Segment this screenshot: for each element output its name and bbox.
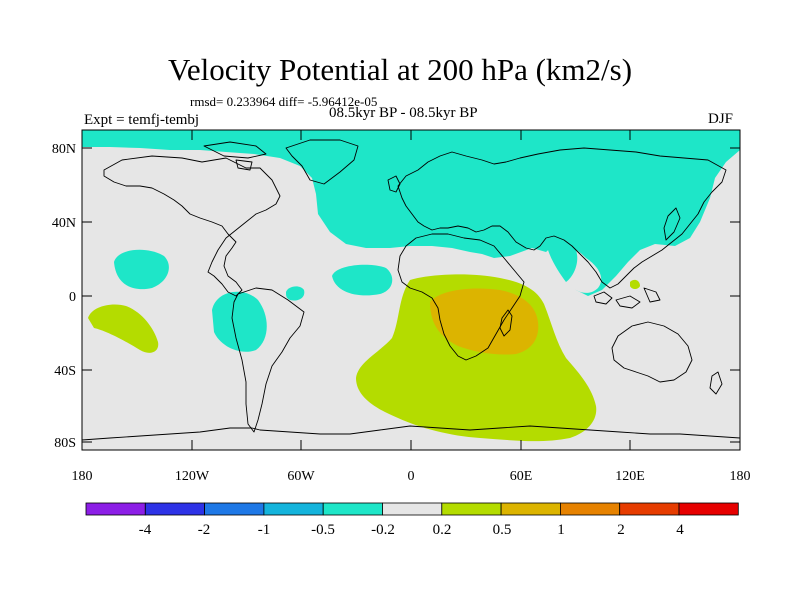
season-label: DJF: [708, 111, 734, 127]
lat-label-40n: 40N: [52, 216, 76, 231]
lon-label-120w: 120W: [175, 469, 210, 484]
contour-positive-south-pacific: [88, 304, 159, 353]
colorbar-swatch: [560, 502, 621, 516]
colorbar-swatch: [263, 502, 324, 516]
colorbar-swatch: [441, 502, 502, 516]
lon-label-180e: 180: [730, 469, 751, 484]
lat-label-0: 0: [69, 290, 76, 305]
lat-label-80n: 80N: [52, 142, 76, 157]
lon-label-180w: 180: [72, 469, 93, 484]
contour-negative-north-pacific: [114, 249, 169, 290]
experiment-label: Expt = temfj-tembj: [84, 112, 200, 128]
colorbar-label: -0.2: [371, 522, 395, 538]
colorbar: [85, 502, 739, 516]
colorbar-label: -2: [198, 522, 211, 538]
colorbar-label: 1: [557, 522, 565, 538]
colorbar-swatch: [144, 502, 206, 516]
plot-title: Velocity Potential at 200 hPa (km2/s): [167, 52, 633, 87]
colorbar-label: 4: [676, 522, 684, 538]
colorbar-swatch: [619, 502, 680, 516]
coast-arctic-islands: [203, 141, 267, 171]
coast-australia: [611, 321, 693, 383]
coast-north-america: [103, 155, 281, 297]
coast-madagascar: [499, 309, 513, 337]
axis-ticks: [81, 130, 741, 450]
stats-line: rmsd= 0.233964 diff= -5.96412e-05: [190, 94, 378, 109]
coast-africa: [397, 233, 525, 361]
contour-negative-small-atlantic: [286, 286, 305, 301]
coast-south-america: [231, 287, 305, 433]
lat-label-40s: 40S: [54, 364, 76, 379]
contour-positive-mid-southern-africa: [430, 288, 539, 355]
lat-label-80s: 80S: [54, 436, 76, 451]
colorbar-labels: -4 -2 -1 -0.5 -0.2 0.2 0.5 1 2 4: [139, 522, 685, 538]
colorbar-label: -4: [139, 522, 152, 538]
coast-greenland: [285, 139, 359, 185]
colorbar-swatch: [204, 502, 265, 516]
lon-label-60e: 60E: [510, 469, 533, 484]
colorbar-label: 0.5: [493, 522, 512, 538]
colorbar-swatch: [678, 502, 739, 516]
colorbar-label: 0.2: [433, 522, 452, 538]
coast-indonesia: [593, 287, 661, 309]
colorbar-swatch: [85, 502, 146, 516]
contour-negative-north-atlantic: [332, 264, 393, 296]
colorbar-swatch: [322, 502, 383, 516]
coastlines: [82, 139, 740, 441]
colorbar-label: -1: [258, 522, 271, 538]
contour-negative-india: [548, 231, 578, 282]
colorbar-swatch: [382, 502, 443, 516]
coast-antarctica: [82, 425, 740, 441]
coast-british-isles: [387, 175, 401, 193]
colorbar-label: -0.5: [311, 522, 335, 538]
lon-label-120e: 120E: [615, 469, 645, 484]
lon-label-60w: 60W: [287, 469, 315, 484]
lon-label-0: 0: [408, 469, 415, 484]
coast-japan: [663, 207, 681, 241]
coast-europe: [397, 147, 727, 289]
colorbar-label: 2: [617, 522, 625, 538]
colorbar-swatch: [500, 502, 561, 516]
coast-new-zealand: [709, 371, 723, 395]
contour-negative-south-pacific: [212, 291, 267, 352]
contour-positive-maritime-continent: [630, 279, 640, 289]
period-label: 08.5kyr BP - 08.5kyr BP: [329, 105, 478, 121]
